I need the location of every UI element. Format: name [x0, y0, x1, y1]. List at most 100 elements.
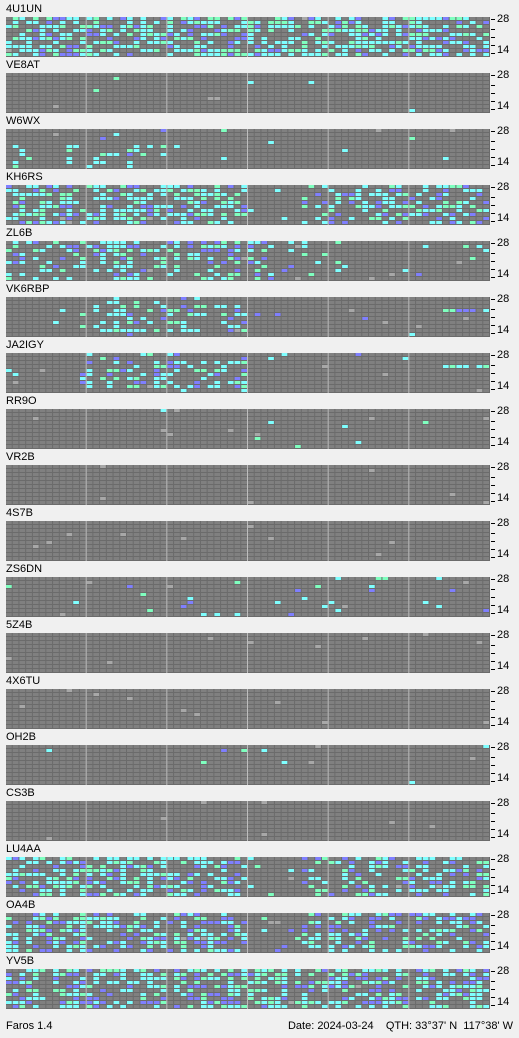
grid-cell — [19, 321, 26, 324]
grid-cell — [194, 93, 200, 96]
grid-cell — [53, 205, 59, 208]
grid-cell — [389, 313, 395, 316]
grid-cell — [409, 273, 416, 276]
grid-cell — [362, 333, 368, 336]
grid-cell — [463, 365, 469, 368]
grid-cell — [274, 185, 281, 188]
grid-cell — [463, 209, 469, 212]
grid-cell — [456, 17, 463, 20]
grid-cell — [100, 89, 106, 92]
grid-cell — [261, 101, 268, 104]
grid-cell — [422, 241, 429, 244]
grid-cell — [73, 21, 79, 24]
grid-cell — [32, 245, 39, 248]
grid-cell — [456, 141, 463, 144]
propagation-grid[interactable] — [6, 241, 490, 281]
grid-cell — [6, 245, 12, 248]
propagation-grid[interactable] — [6, 73, 490, 113]
grid-cell — [93, 53, 100, 56]
grid-cell — [355, 101, 362, 104]
grid-cell — [66, 185, 73, 188]
grid-cell — [416, 329, 422, 332]
grid-cell — [93, 85, 100, 88]
grid-cell — [422, 333, 429, 336]
grid-cell — [120, 97, 126, 100]
grid-cell — [59, 245, 66, 248]
grid-cell — [207, 161, 214, 164]
grid-cell — [120, 257, 126, 260]
grid-cell — [113, 41, 120, 44]
grid-cell — [295, 141, 301, 144]
grid-cell — [389, 221, 395, 224]
grid-cell — [120, 41, 126, 44]
grid-cell — [348, 257, 355, 260]
grid-cell — [449, 189, 456, 192]
grid-cell — [409, 321, 416, 324]
grid-cell — [221, 253, 227, 256]
grid-cell — [32, 201, 39, 204]
grid-cell — [187, 197, 194, 200]
grid-cell — [53, 49, 59, 52]
grid-cell — [261, 133, 268, 136]
grid-cell — [301, 357, 308, 360]
grid-cell — [53, 109, 59, 112]
grid-cell — [180, 17, 187, 20]
grid-cell — [214, 377, 221, 380]
grid-cell — [308, 141, 315, 144]
grid-cell — [301, 89, 308, 92]
axis-label-bottom: 14 — [497, 44, 510, 56]
grid-cell — [167, 189, 174, 192]
propagation-grid[interactable] — [6, 353, 490, 393]
grid-cell — [19, 249, 26, 252]
grid-cell — [389, 317, 395, 320]
grid-cell — [207, 137, 214, 140]
grid-cell — [194, 81, 200, 84]
grid-cell — [395, 325, 402, 328]
grid-cell — [369, 21, 375, 24]
grid-cell — [39, 101, 46, 104]
grid-cell — [268, 217, 274, 220]
grid-cell — [335, 245, 342, 248]
grid-cell — [100, 213, 106, 216]
grid-cell — [389, 269, 395, 272]
grid-cell — [369, 369, 375, 372]
grid-cell — [241, 45, 247, 48]
grid-cell — [86, 217, 93, 220]
grid-cell — [402, 137, 409, 140]
grid-cell — [26, 85, 32, 88]
grid-cell — [147, 109, 153, 112]
grid-cell — [442, 137, 449, 140]
grid-cell — [174, 325, 180, 328]
grid-cell — [321, 81, 328, 84]
grid-cell — [39, 45, 46, 48]
grid-cell — [160, 33, 167, 36]
grid-cell — [274, 377, 281, 380]
grid-cell — [120, 277, 126, 280]
grid-cell — [469, 141, 476, 144]
grid-cell — [200, 165, 207, 168]
axis-label-top: 28 — [497, 69, 510, 81]
grid-cell — [167, 241, 174, 244]
grid-cell — [442, 97, 449, 100]
grid-cell — [469, 53, 476, 56]
grid-cell — [362, 129, 368, 132]
grid-cell — [19, 253, 26, 256]
grid-cell — [308, 153, 315, 156]
grid-cell — [106, 37, 113, 40]
propagation-grid[interactable] — [6, 297, 490, 337]
grid-cell — [32, 265, 39, 268]
grid-cell — [53, 329, 59, 332]
propagation-grid[interactable] — [6, 129, 490, 169]
grid-cell — [39, 85, 46, 88]
grid-cell — [12, 193, 19, 196]
grid-cell — [59, 25, 66, 28]
grid-cell — [463, 193, 469, 196]
propagation-grid[interactable] — [6, 17, 490, 57]
grid-cell — [140, 297, 147, 300]
grid-cell — [348, 297, 355, 300]
grid-cell — [409, 217, 416, 220]
grid-cell — [375, 89, 382, 92]
grid-cell — [348, 213, 355, 216]
propagation-grid[interactable] — [6, 185, 490, 225]
grid-cell — [26, 157, 32, 160]
